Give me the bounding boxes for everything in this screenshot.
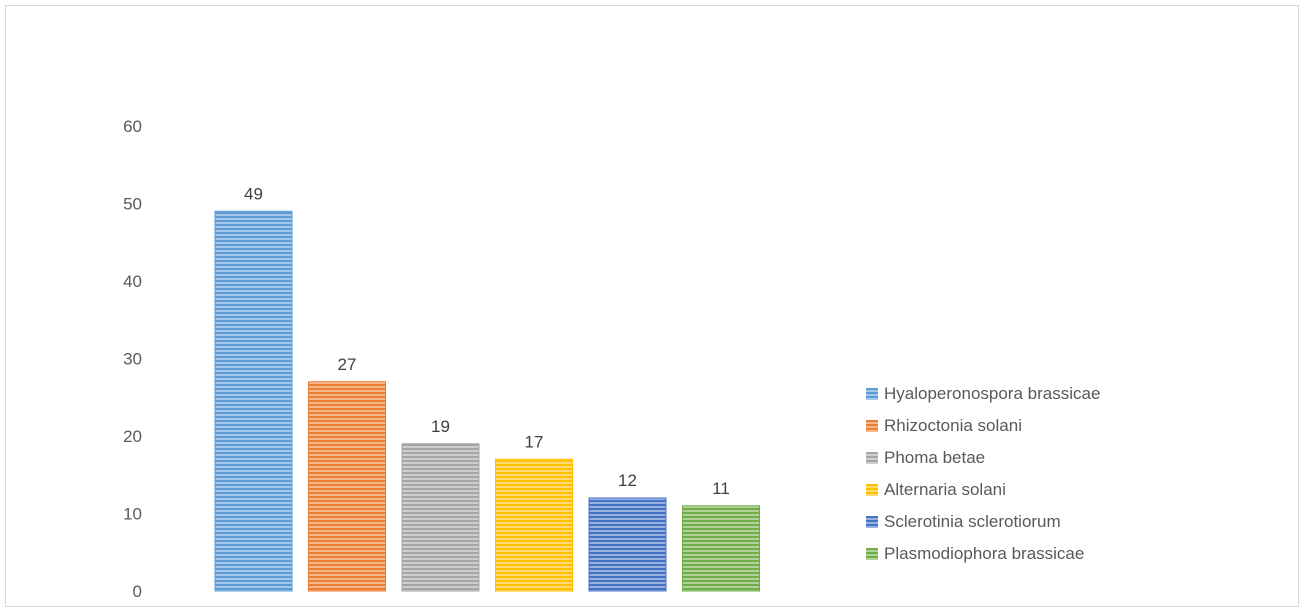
data-label: 27 — [338, 355, 357, 374]
y-axis: 0 10 20 30 40 50 60 — [123, 117, 142, 601]
data-label: 19 — [431, 417, 450, 436]
bars — [214, 210, 760, 592]
data-label: 11 — [712, 479, 730, 498]
y-tick-label: 20 — [123, 427, 142, 446]
bar-6 — [682, 505, 760, 592]
bar-2 — [308, 381, 386, 592]
legend-label: Hyaloperonospora brassicae — [884, 384, 1101, 403]
bar-5 — [588, 497, 667, 592]
legend-item: Plasmodiophora brassicae — [866, 538, 1100, 570]
data-label: 12 — [618, 471, 637, 490]
y-tick-label: 50 — [123, 195, 142, 214]
legend-swatch — [866, 388, 878, 400]
y-tick-label: 30 — [123, 350, 142, 369]
legend-item: Alternaria solani — [866, 474, 1100, 506]
data-label: 49 — [244, 184, 263, 203]
bar-1 — [214, 210, 293, 592]
bar-4 — [495, 458, 573, 592]
legend-swatch — [866, 420, 878, 432]
legend-swatch — [866, 516, 878, 528]
legend: Hyaloperonospora brassicae Rhizoctonia so… — [866, 378, 1100, 570]
data-labels: 49 27 19 17 12 11 — [244, 184, 730, 498]
legend-label: Rhizoctonia solani — [884, 416, 1022, 435]
legend-item: Rhizoctonia solani — [866, 410, 1100, 442]
legend-label: Alternaria solani — [884, 480, 1006, 499]
legend-swatch — [866, 548, 878, 560]
legend-item: Phoma betae — [866, 442, 1100, 474]
bar-3 — [401, 443, 480, 592]
legend-label: Plasmodiophora brassicae — [884, 544, 1085, 563]
y-tick-label: 40 — [123, 272, 142, 291]
y-tick-label: 0 — [133, 582, 142, 601]
legend-swatch — [866, 484, 878, 496]
legend-item: Sclerotinia sclerotiorum — [866, 506, 1100, 538]
legend-label: Phoma betae — [884, 448, 986, 467]
legend-item: Hyaloperonospora brassicae — [866, 378, 1100, 410]
y-tick-label: 10 — [123, 505, 142, 524]
legend-swatch — [866, 452, 878, 464]
data-label: 17 — [525, 432, 544, 451]
legend-label: Sclerotinia sclerotiorum — [884, 512, 1061, 531]
y-tick-label: 60 — [123, 117, 142, 136]
